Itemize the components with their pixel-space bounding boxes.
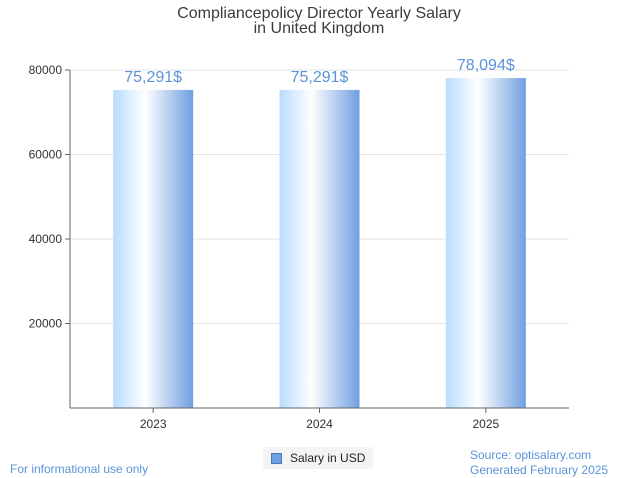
y-tick-label: 20000: [29, 317, 63, 331]
disclaimer-text: For informational use only: [10, 462, 149, 476]
y-axis-ticks: 20000 40000 60000 80000: [29, 63, 70, 331]
legend[interactable]: Salary in USD: [263, 447, 374, 469]
generated-text: Generated February 2025: [470, 463, 609, 477]
y-tick-label: 80000: [29, 63, 63, 77]
source-block: Source: optisalary.com Generated Februar…: [470, 448, 608, 478]
x-tick-label: 2025: [472, 417, 499, 431]
chart-title-line-2: in United Kingdom: [254, 20, 385, 37]
bar[interactable]: [445, 78, 526, 408]
legend-swatch: [271, 452, 282, 464]
bar-value-label: 78,094$: [457, 57, 515, 74]
bars: [113, 78, 526, 409]
y-tick-label: 40000: [29, 232, 63, 246]
x-tick-label: 2023: [140, 417, 167, 431]
bar[interactable]: [113, 89, 194, 409]
bar-value-label: 75,291$: [124, 69, 182, 86]
bar[interactable]: [279, 89, 360, 409]
y-tick-label: 60000: [29, 148, 63, 162]
chart-title-line-1: Compliancepolicy Director Yearly Salary: [177, 5, 461, 22]
bar-value-label: 75,291$: [291, 69, 349, 86]
bar-value-labels: 75,291$ 75,291$ 78,094$: [124, 57, 515, 86]
legend-label: Salary in USD: [290, 451, 366, 465]
x-axis-ticks: 2023 2024 2025: [140, 408, 500, 431]
source-text: Source: optisalary.com: [470, 448, 592, 462]
x-tick-label: 2024: [306, 417, 333, 431]
